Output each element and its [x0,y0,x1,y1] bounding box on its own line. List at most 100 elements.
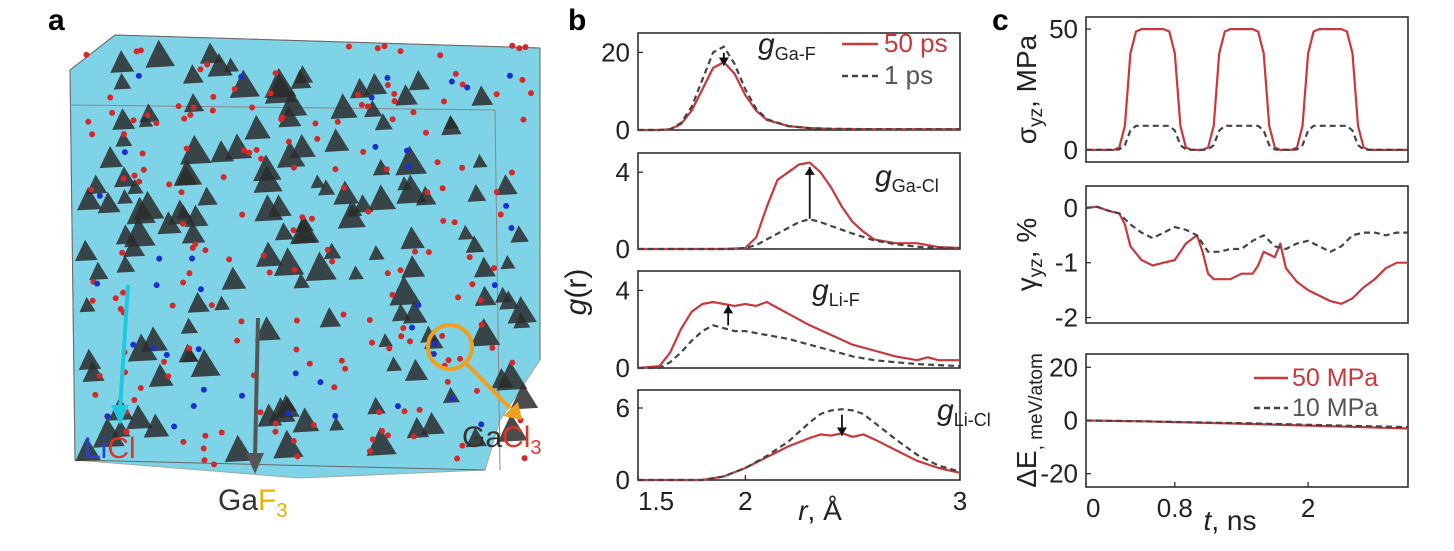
cl-atom [452,70,459,77]
gaf3-tetrahedron [273,429,304,459]
cl-atom [407,338,414,345]
cl-atom [120,289,127,296]
li-atom [96,192,103,199]
cl-atom [434,159,441,166]
gaf3-tetrahedron [510,225,529,243]
panel-label-a: a [48,4,65,37]
cl-atom [140,166,147,173]
cl-atom [120,175,127,182]
shift-arrow-head-b2 [804,166,815,175]
cl-atom [131,172,138,179]
panel-c: c 0 50 σyz, MPa -2 -1 0 γyz, % -20 0 20 0 0.8 2 ΔE, m… [990,0,1454,546]
cl-atom [379,427,386,434]
gaf3-tetrahedron [143,413,170,438]
curve-label-b2: gGa-Cl [875,160,939,196]
series-line-50-ps [638,161,961,251]
cl-atom [366,317,373,324]
li-atom [506,72,513,79]
cl-atom [376,409,383,416]
cl-atom [401,408,408,415]
li-atom [239,392,246,399]
gaf3-tetrahedron [330,93,358,119]
gaf3-tetrahedron [386,356,403,372]
gaf3-tetrahedron [495,174,518,196]
series-line-1-ps [638,324,961,370]
cl-atom [294,453,301,460]
gaf3-tetrahedron [280,396,297,412]
gaf3-tetrahedron [349,77,372,99]
y-axis-label-rest: , MPa [1011,34,1042,108]
cl-atom [455,294,462,301]
li-atom [449,395,456,402]
cl-atom [369,436,376,443]
cl-atom [258,155,265,162]
gaf3-tetrahedron [473,256,496,278]
panel-b: b 0 20 gGa-F 50 ps 1 ps 0 4 gGa-Cl 0 4 gLi-F 0 6 1.5 2… [560,0,991,546]
li-atom [394,403,401,410]
label-licl-part: Cl [107,432,135,465]
cl-atom [299,214,306,221]
series-line-50-mpa [1086,28,1408,151]
gaf3-tetrahedron [244,114,271,140]
gaf3-tetrahedron [276,140,306,168]
gaf3-tetrahedron [117,189,134,204]
cl-atom [272,428,279,435]
y-tick-label: 4 [616,275,630,305]
li-atom [153,282,160,289]
cl-atom [528,90,535,97]
gaf3-tetrahedron [224,133,253,160]
cl-atom [308,215,315,222]
y-axis-label-main: ΔE [1011,450,1042,487]
li-atom [372,143,379,150]
plot-frame-c1 [1085,16,1409,163]
cl-atom [179,220,186,227]
cl-atom [209,107,216,114]
gaf3-tetrahedron [500,254,516,270]
label-gacl3: GaCl3 [462,421,542,459]
cl-atom [425,249,432,256]
gaf3-tetrahedron [112,108,136,131]
cl-atom [137,384,144,391]
cl-atom [473,387,480,394]
cl-atom [186,345,193,352]
series-line-1-ps [638,45,960,132]
y-axis-label-sub: yz [1026,108,1047,127]
li-atom [156,255,163,262]
cl-atom [290,438,297,445]
curve-label-main: g [937,394,954,427]
cl-atom [120,131,127,138]
gaf3-tetrahedron [229,69,260,99]
gaf3-tetrahedron [255,241,283,268]
gaf3-tetrahedron [397,176,413,191]
cl-atom [285,138,292,145]
gaf3-tetrahedron [148,363,174,387]
cl-atom [88,186,95,193]
gaf3-tetrahedron [190,348,221,378]
gaf3-tetrahedron [187,291,210,313]
gaf3-tetrahedron [374,113,393,131]
series-line-50-mpa [1085,205,1408,305]
gaf3-tetrahedron [458,224,474,240]
cl-atom [201,457,208,464]
panel-a: a LiCl GaF3 GaCl3 [0,0,560,546]
gaf3-tetrahedron [363,73,388,96]
li-atom [384,74,391,81]
cl-atom [169,302,176,309]
cl-atom [202,432,209,439]
gaf3-tetrahedron [126,404,153,430]
gaf3-tetrahedron [465,427,488,448]
gaf3-tetrahedron [113,72,132,90]
gaf3-tetrahedron [293,272,310,289]
gaf3-tetrahedron [254,316,281,341]
x-tick-label: 1.5 [638,486,674,516]
label-gacl3-part: 3 [530,437,541,459]
cl-atom [384,270,391,277]
x-axis-label: t, ns [1204,505,1257,536]
y-axis-label-sub: , meV/atom [1026,353,1047,450]
cl-atom [389,116,396,123]
cl-atom [180,438,187,445]
cl-atom [109,109,116,116]
y-axis-label-main: σ [1011,127,1042,144]
cl-atom [246,149,253,156]
